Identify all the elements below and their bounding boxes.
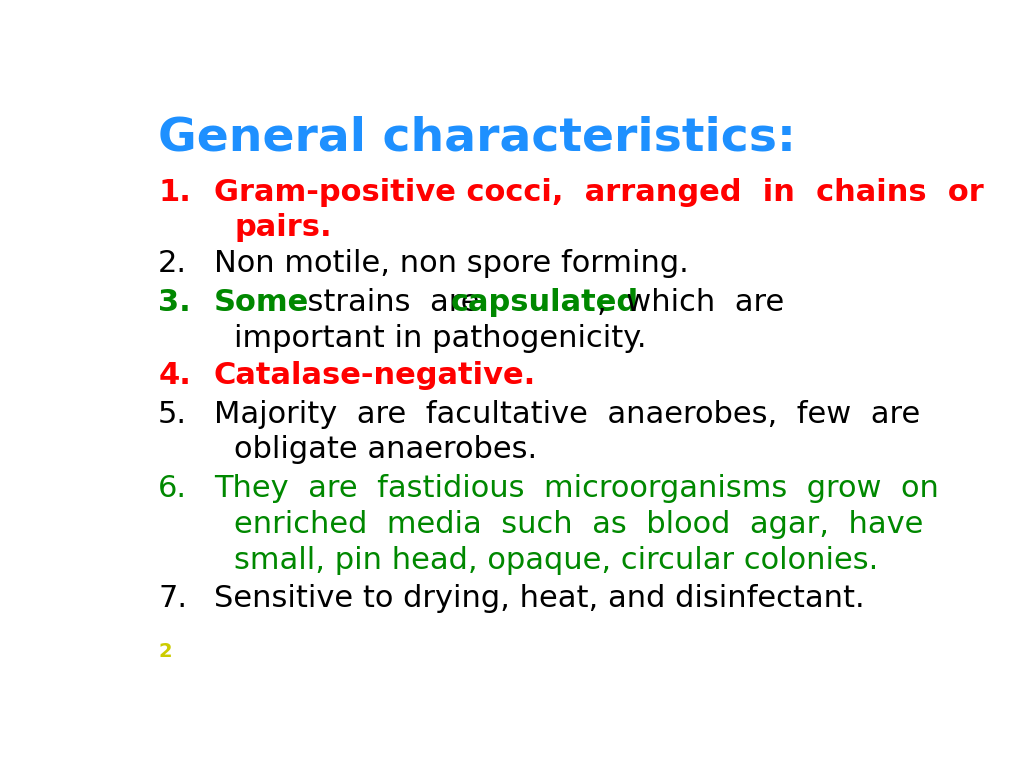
Text: 7.: 7. xyxy=(158,584,187,613)
Text: 5.: 5. xyxy=(158,399,187,429)
Text: Non motile, non spore forming.: Non motile, non spore forming. xyxy=(214,249,688,278)
Text: Gram-positive cocci,  arranged  in  chains  or: Gram-positive cocci, arranged in chains … xyxy=(214,178,983,207)
Text: strains  are: strains are xyxy=(288,289,499,317)
Text: General characteristics:: General characteristics: xyxy=(158,116,796,161)
Text: 6.: 6. xyxy=(158,474,187,502)
Text: Sensitive to drying, heat, and disinfectant.: Sensitive to drying, heat, and disinfect… xyxy=(214,584,864,613)
Text: Majority  are  facultative  anaerobes,  few  are: Majority are facultative anaerobes, few … xyxy=(214,399,920,429)
Text: pairs.: pairs. xyxy=(234,214,332,243)
Text: obligate anaerobes.: obligate anaerobes. xyxy=(234,435,538,464)
Text: They  are  fastidious  microorganisms  grow  on: They are fastidious microorganisms grow … xyxy=(214,474,939,502)
Text: Catalase-negative.: Catalase-negative. xyxy=(214,361,536,390)
Text: 2.: 2. xyxy=(158,249,187,278)
Text: ,  which  are: , which are xyxy=(597,289,784,317)
Text: Some: Some xyxy=(214,289,309,317)
Text: 3.: 3. xyxy=(158,289,190,317)
Text: 2: 2 xyxy=(158,642,172,661)
Text: capsulated: capsulated xyxy=(451,289,639,317)
Text: important in pathogenicity.: important in pathogenicity. xyxy=(234,324,647,353)
Text: 4.: 4. xyxy=(158,361,191,390)
Text: 1.: 1. xyxy=(158,178,191,207)
Text: enriched  media  such  as  blood  agar,  have: enriched media such as blood agar, have xyxy=(234,510,924,539)
Text: small, pin head, opaque, circular colonies.: small, pin head, opaque, circular coloni… xyxy=(234,546,879,574)
